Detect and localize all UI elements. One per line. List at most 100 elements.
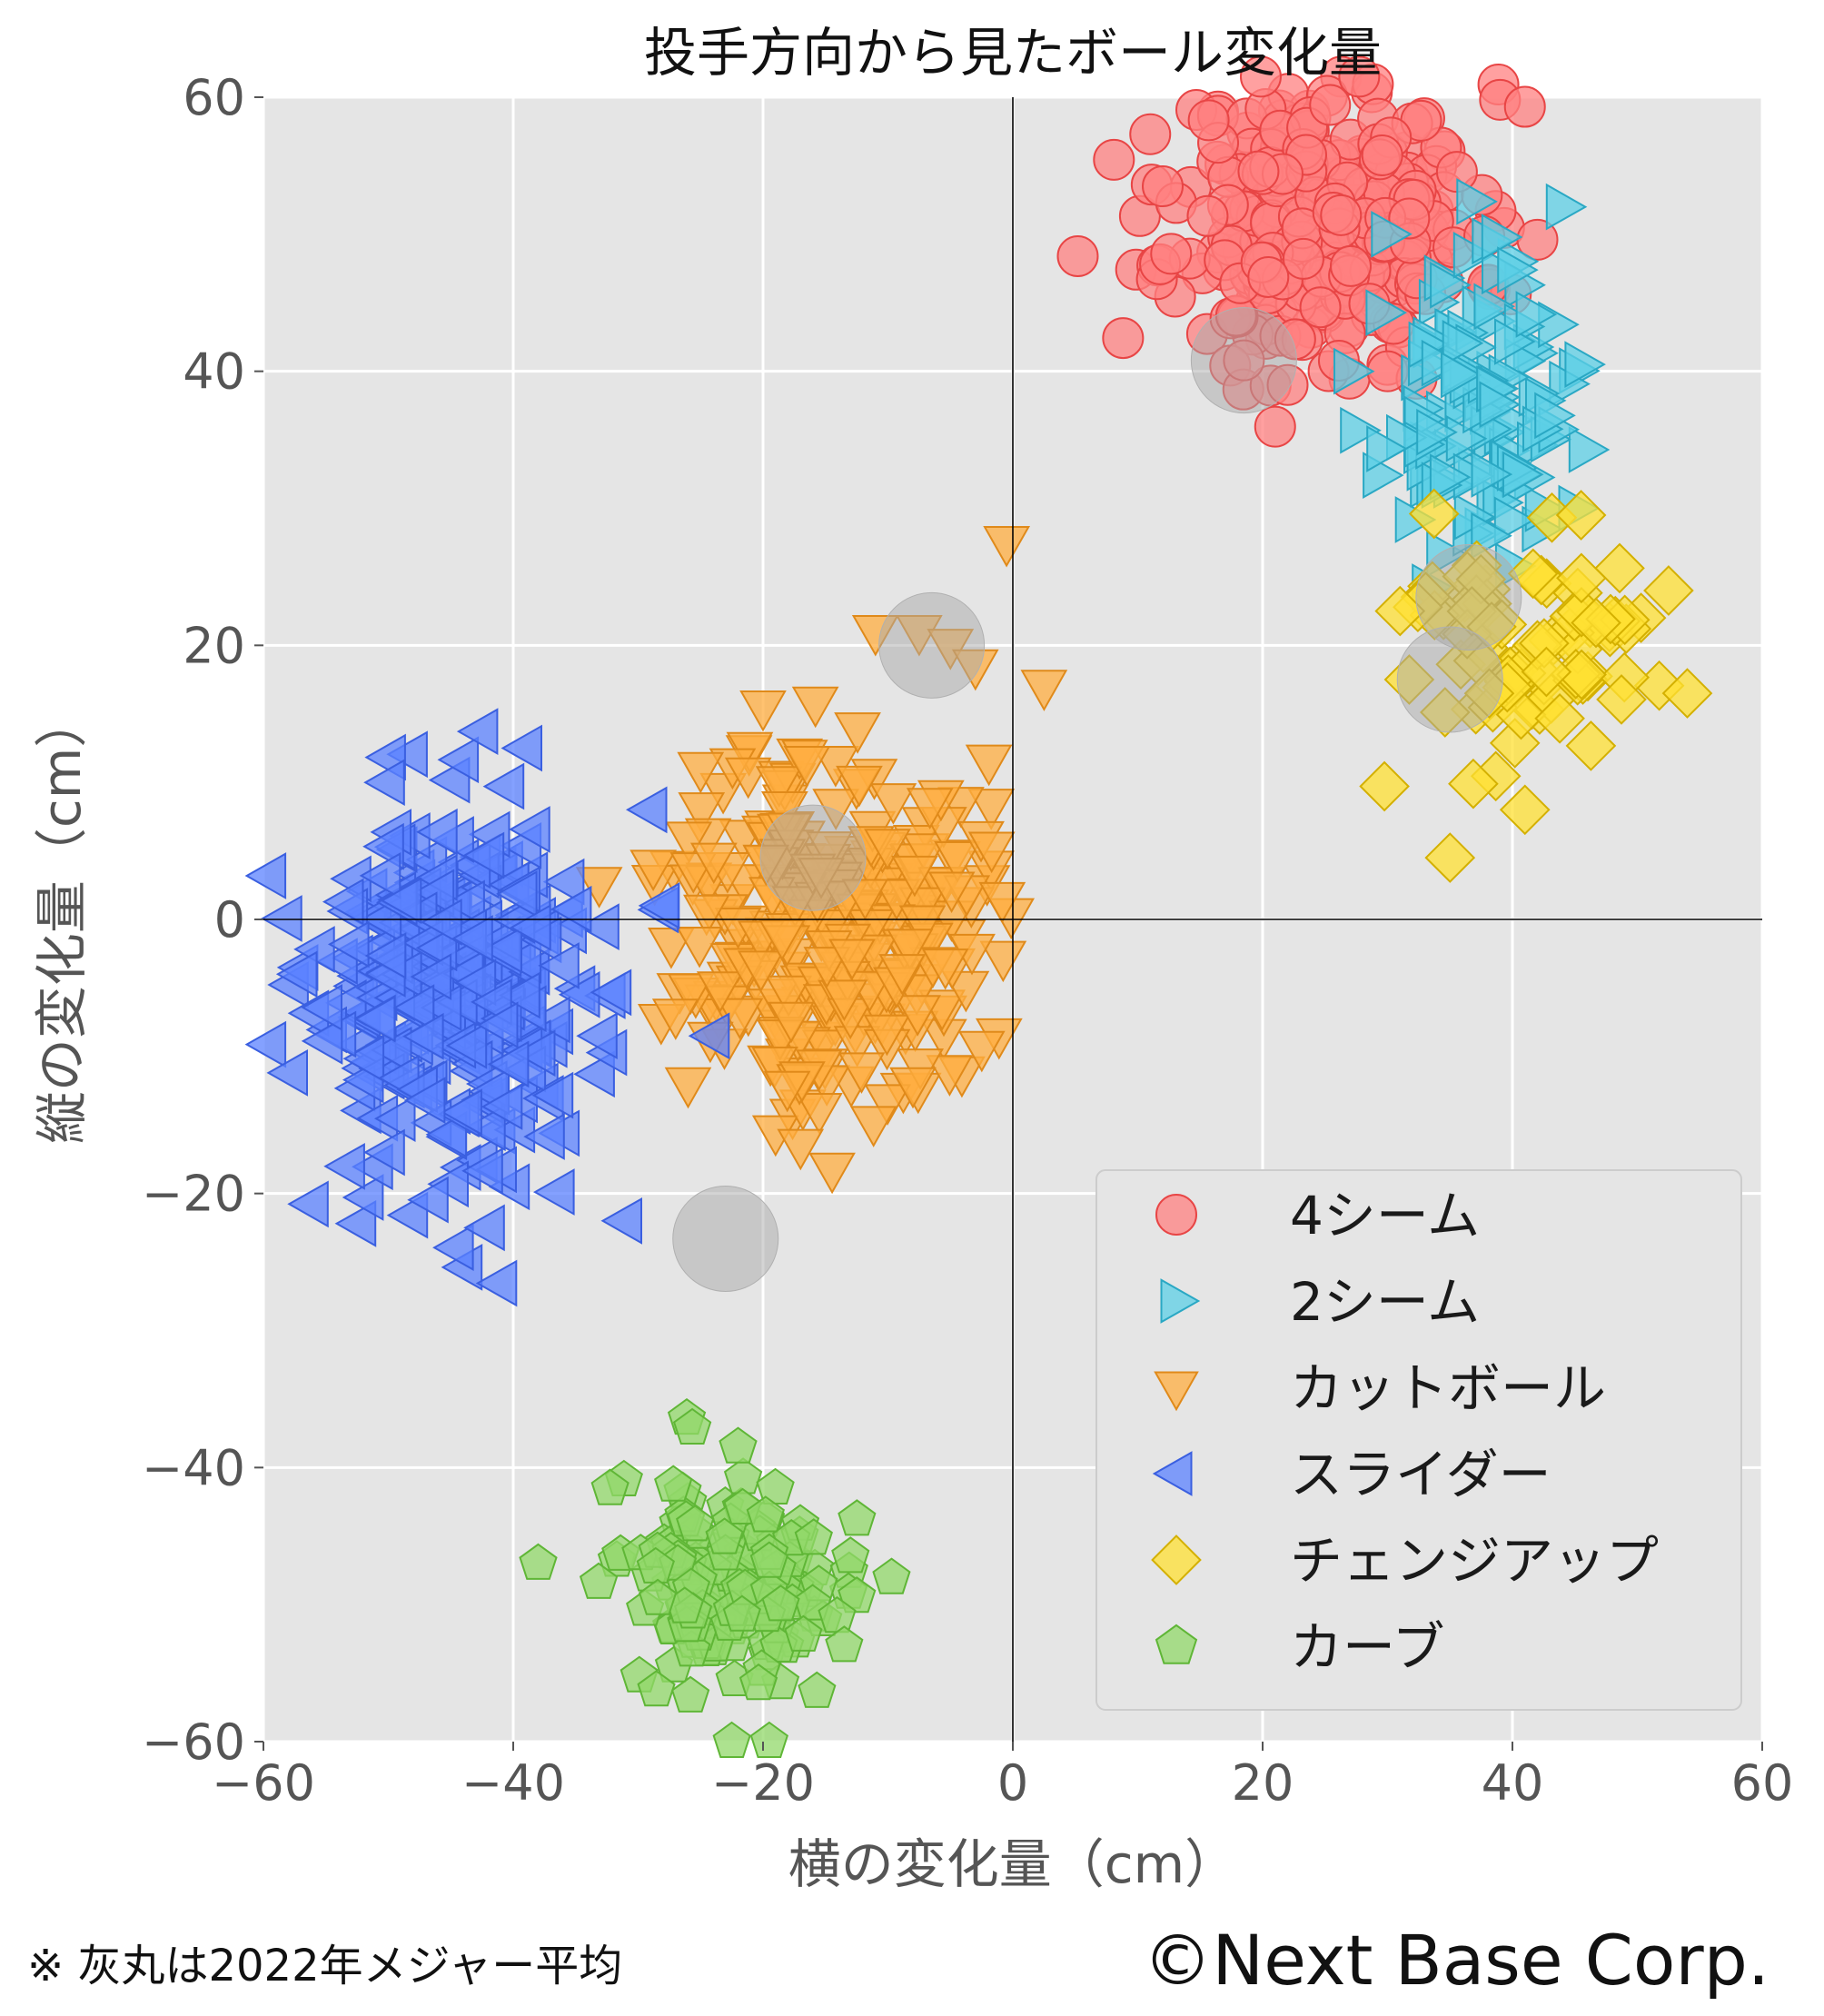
series-group xyxy=(519,1397,911,1758)
data-point xyxy=(676,1505,715,1542)
data-point xyxy=(749,1721,788,1758)
x-tick-label: 40 xyxy=(1482,1754,1544,1812)
data-point xyxy=(445,1021,488,1069)
data-point xyxy=(1661,668,1713,719)
data-point xyxy=(849,1106,897,1147)
data-point xyxy=(461,1147,503,1195)
data-point xyxy=(712,1721,751,1758)
data-point xyxy=(301,1018,343,1065)
data-point xyxy=(1507,548,1559,600)
data-point xyxy=(1503,85,1546,128)
data-point xyxy=(386,730,428,779)
data-point xyxy=(487,1040,530,1088)
x-tick-label: −60 xyxy=(212,1754,315,1812)
data-point xyxy=(777,1128,825,1171)
data-point xyxy=(590,1468,629,1505)
data-point xyxy=(416,808,458,856)
data-point xyxy=(475,1259,518,1307)
data-point xyxy=(550,885,592,933)
data-point xyxy=(509,806,550,853)
data-point xyxy=(869,783,917,825)
data-point xyxy=(590,968,632,1017)
data-point xyxy=(334,1199,377,1247)
data-point xyxy=(1247,255,1290,298)
data-point xyxy=(495,870,538,918)
data-point xyxy=(1479,381,1522,429)
data-point xyxy=(1142,165,1184,208)
data-point xyxy=(392,984,435,1032)
data-point xyxy=(363,1128,405,1177)
data-point xyxy=(873,879,921,921)
data-point xyxy=(532,1168,575,1216)
data-point xyxy=(737,950,785,993)
data-point xyxy=(1366,425,1408,472)
data-point xyxy=(889,1067,937,1109)
data-point xyxy=(510,904,551,951)
data-point xyxy=(464,1104,506,1152)
data-point xyxy=(783,746,831,788)
data-point xyxy=(1309,84,1352,126)
data-point xyxy=(327,920,370,968)
legend-marker xyxy=(1154,1371,1199,1412)
data-point xyxy=(266,1048,308,1097)
legend-marker xyxy=(1152,1451,1193,1496)
data-point xyxy=(763,1070,811,1113)
data-point xyxy=(363,759,405,807)
data-point xyxy=(1320,194,1363,236)
data-point xyxy=(705,1517,744,1554)
chart-title: 投手方向から見たボール変化量 xyxy=(644,22,1382,84)
data-point xyxy=(1534,692,1585,744)
data-point xyxy=(519,1543,558,1580)
data-point xyxy=(654,1465,693,1502)
data-point xyxy=(838,1576,877,1614)
data-point xyxy=(403,1077,446,1125)
data-point xyxy=(670,1675,710,1713)
data-point xyxy=(1564,341,1606,389)
y-axis-title: 縦の変化量（cm） xyxy=(31,695,93,1144)
data-point xyxy=(765,975,813,1018)
league-average-marker xyxy=(1396,626,1503,733)
x-tick-label: 0 xyxy=(997,1754,1028,1812)
data-point xyxy=(957,1030,1006,1073)
data-point xyxy=(696,971,744,1013)
data-point xyxy=(906,788,954,829)
data-point xyxy=(864,829,911,870)
data-point xyxy=(476,1001,519,1049)
legend-label: 2シーム xyxy=(1290,1271,1480,1333)
data-point xyxy=(437,736,480,784)
data-point xyxy=(808,1152,856,1195)
data-point xyxy=(1456,177,1498,225)
data-point xyxy=(1093,138,1135,181)
data-point xyxy=(688,1012,730,1060)
data-point xyxy=(1545,183,1588,231)
data-point xyxy=(1429,453,1472,502)
data-point xyxy=(746,1495,785,1533)
data-point xyxy=(1102,317,1145,360)
copyright: ©Next Base Corp. xyxy=(1143,1920,1769,2001)
data-point xyxy=(967,789,1016,830)
y-tick-label: −40 xyxy=(142,1439,245,1496)
data-point xyxy=(794,1518,833,1555)
data-point xyxy=(979,940,1027,983)
data-point xyxy=(755,766,803,808)
data-point xyxy=(481,1083,523,1130)
data-point xyxy=(443,879,485,928)
data-point xyxy=(665,821,713,863)
data-point xyxy=(1056,234,1099,277)
data-point xyxy=(1440,351,1482,399)
data-point xyxy=(1359,760,1410,812)
data-point xyxy=(1020,670,1068,711)
data-point xyxy=(578,903,620,951)
data-point xyxy=(1556,552,1607,604)
data-point xyxy=(531,1071,574,1119)
data-point xyxy=(275,950,318,998)
data-point xyxy=(1515,291,1558,338)
data-point xyxy=(926,1055,974,1097)
y-tick-label: −60 xyxy=(142,1713,245,1771)
data-point xyxy=(682,894,730,937)
series-group xyxy=(244,708,730,1307)
data-point xyxy=(1473,283,1516,331)
data-point xyxy=(244,852,287,899)
y-tick-label: 20 xyxy=(183,617,245,674)
